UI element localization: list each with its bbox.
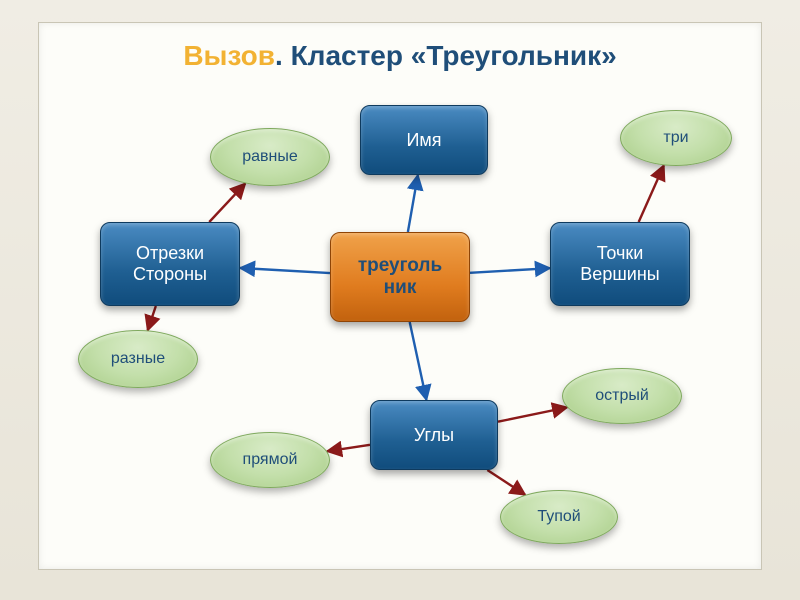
slide-background: Вызов. Кластер «Треугольник» треугольник… — [0, 0, 800, 600]
node-imya: Имя — [360, 105, 488, 175]
node-tri: три — [620, 110, 732, 166]
title-sep: . — [275, 40, 291, 71]
title-part-2: Кластер «Треугольник» — [291, 40, 617, 71]
node-ugly: Углы — [370, 400, 498, 470]
node-otrezki: ОтрезкиСтороны — [100, 222, 240, 306]
node-ostryi: острый — [562, 368, 682, 424]
slide-title: Вызов. Кластер «Треугольник» — [0, 40, 800, 72]
node-pryamoi: прямой — [210, 432, 330, 488]
node-center: треугольник — [330, 232, 470, 322]
node-tochki: ТочкиВершины — [550, 222, 690, 306]
node-raznye: разные — [78, 330, 198, 388]
node-ravnye: равные — [210, 128, 330, 186]
title-part-1: Вызов — [183, 40, 275, 71]
node-tupoi: Тупой — [500, 490, 618, 544]
